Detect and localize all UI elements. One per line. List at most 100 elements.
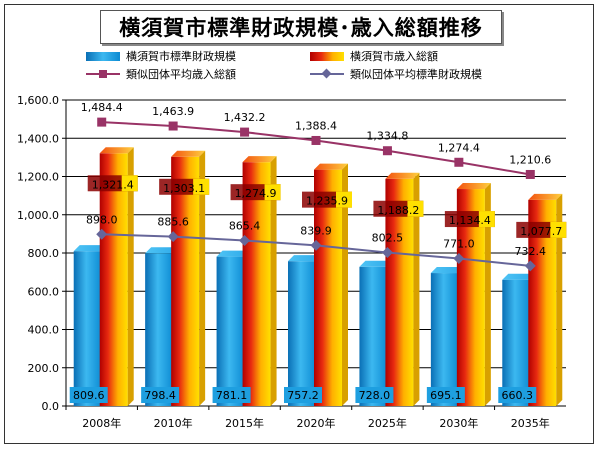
lines [96, 117, 536, 272]
label-similar-standard-scale: 839.9 [300, 224, 332, 237]
label-box-total-revenue-accent [193, 178, 210, 195]
x-tick-label: 2010年 [154, 416, 193, 430]
bar-standard-scale-top [216, 250, 251, 257]
bar-total-revenue-top [99, 147, 134, 154]
legend-swatch [310, 68, 344, 79]
bar-total-revenue-side [342, 163, 348, 406]
x-tick-label: 2015年 [225, 416, 264, 430]
label-similar-standard-scale: 802.5 [372, 232, 404, 245]
label-box-total-revenue-accent [478, 211, 495, 228]
y-tick-label: 1,200.0 [17, 171, 59, 184]
marker-diamond [381, 247, 393, 259]
bar-total-revenue-top [171, 150, 206, 157]
label-box-standard-scale [498, 387, 537, 403]
marker-diamond [96, 228, 108, 240]
label-similar-standard-scale: 865.4 [229, 219, 261, 232]
bar-standard-scale [502, 279, 531, 406]
bar-total-revenue [242, 162, 271, 406]
marker-square [311, 135, 321, 145]
label-total-revenue: 1,188.2 [377, 204, 419, 217]
y-tick-label: 1,400.0 [17, 132, 59, 145]
marker-diamond [167, 231, 179, 243]
marker-square [240, 127, 250, 137]
bar-standard-scale [430, 273, 459, 406]
label-standard-scale: 757.2 [287, 389, 319, 402]
marker-square [525, 169, 535, 179]
bar-total-revenue [171, 156, 200, 406]
label-box-total-revenue-accent [121, 175, 138, 192]
bar-total-revenue-top [456, 183, 491, 190]
bar-standard-scale [145, 253, 174, 406]
label-box-total-revenue-accent [264, 184, 281, 201]
label-standard-scale: 660.3 [502, 389, 534, 402]
legend-label: 類似団体平均標準財政規模 [350, 68, 482, 81]
legend-item-square-line: 類似団体平均歳入総額 [86, 66, 236, 82]
label-standard-scale: 798.4 [144, 389, 176, 402]
x-tick-label: 2035年 [511, 416, 550, 430]
marker-square [168, 121, 178, 131]
label-similar-standard-scale: 771.0 [443, 238, 475, 251]
x-tick-label: 2008年 [82, 416, 121, 430]
y-tick-label: 200.0 [28, 362, 60, 375]
label-box-standard-scale [141, 387, 180, 403]
label-similar-standard-scale: 898.0 [86, 213, 118, 226]
label-standard-scale: 781.1 [216, 389, 248, 402]
bar-standard-scale-top [145, 247, 180, 254]
marker-diamond [239, 234, 251, 246]
marker-diamond [453, 253, 465, 265]
bar-standard-scale [359, 266, 388, 406]
x-tick-label: 2020年 [297, 416, 336, 430]
y-tick-label: 1,000.0 [17, 209, 59, 222]
bar-total-revenue-side [270, 156, 277, 406]
bar-total-revenue-side [484, 183, 491, 406]
bar-total-revenue-top [242, 156, 277, 163]
chart-title-box: 横須賀市標準財政規模･歳入総額推移 [100, 10, 502, 44]
bar-total-revenue-side [127, 147, 134, 406]
legend-item-blue-bar: 横須賀市標準財政規模 [86, 48, 236, 64]
data-labels: 809.6 1,321.4 798.4 1,303.1 781.1 1,274.9 757.… [69, 101, 567, 403]
label-similar-revenue: 1,388.4 [295, 119, 337, 132]
y-tick-label: 800.0 [28, 247, 60, 260]
label-standard-scale: 728.0 [359, 389, 391, 402]
marker-square [454, 157, 464, 167]
label-similar-revenue: 1,334.8 [366, 130, 408, 143]
label-similar-revenue: 1,274.4 [438, 141, 480, 154]
y-tick-label: 0.0 [42, 400, 60, 413]
legend-label: 横須賀市歳入総額 [350, 50, 438, 63]
x-tick-label: 2030年 [439, 416, 478, 430]
label-box-standard-scale [355, 387, 394, 403]
legend-label: 類似団体平均歳入総額 [126, 68, 236, 81]
label-standard-scale: 695.1 [430, 389, 462, 402]
label-box-standard-scale [284, 387, 322, 403]
label-box-standard-scale [69, 387, 108, 403]
label-total-revenue: 1,077.7 [520, 225, 562, 238]
y-tick-label: 400.0 [28, 324, 60, 337]
bar-standard-scale [73, 251, 102, 406]
label-similar-revenue: 1,432.2 [224, 111, 266, 124]
bars [73, 147, 563, 406]
bar-total-revenue-side [556, 193, 563, 406]
y-tick-label: 600.0 [28, 285, 60, 298]
x-tick-label: 2025年 [368, 416, 407, 430]
marker-square [382, 146, 392, 156]
bar-total-revenue-top [314, 163, 348, 170]
label-total-revenue: 1,134.4 [449, 214, 491, 227]
bar-total-revenue-top [528, 193, 563, 200]
chart-title: 横須賀市標準財政規模･歳入総額推移 [119, 16, 483, 40]
bar-standard-scale-top [359, 260, 394, 267]
label-total-revenue: 1,235.9 [306, 195, 348, 208]
label-box-total-revenue-accent [550, 221, 567, 238]
legend-swatch [86, 51, 120, 61]
y-tick-label: 1,600.0 [17, 94, 59, 107]
bar-total-revenue [99, 153, 128, 406]
legend-swatch [86, 69, 120, 79]
bar-total-revenue-top [385, 172, 420, 179]
bar-standard-scale-top [73, 245, 108, 252]
bar-total-revenue-side [413, 172, 420, 406]
bar-standard-scale-top [430, 267, 465, 274]
label-total-revenue: 1,303.1 [163, 182, 205, 195]
label-similar-revenue: 1,484.4 [81, 101, 123, 114]
label-total-revenue: 1,274.9 [235, 187, 277, 200]
label-box-total-revenue-accent [336, 191, 352, 208]
